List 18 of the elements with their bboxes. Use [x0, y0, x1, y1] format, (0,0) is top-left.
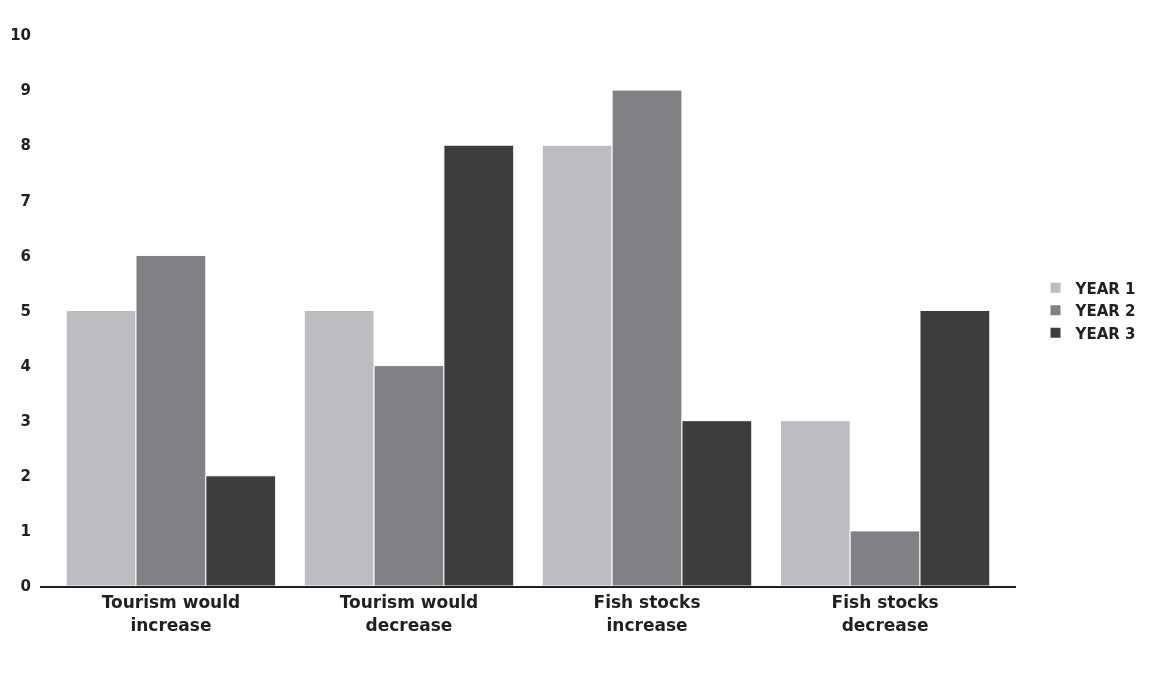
y-tick-label: 3	[20, 411, 31, 430]
y-tick-label: 0	[20, 577, 31, 596]
x-tick-label: Fish stocks decrease	[831, 592, 939, 635]
y-tick-label: 10	[10, 26, 31, 45]
x-tick-label: Tourism would increase	[101, 592, 241, 635]
x-tick-label: Tourism would decrease	[339, 592, 479, 635]
y-tick-label: 6	[20, 246, 31, 265]
x-tick-label: Fish stocks increase	[593, 592, 701, 635]
y-tick-label: 4	[20, 356, 31, 375]
y-tick-label: 9	[20, 81, 31, 100]
y-tick-label: 1	[20, 522, 31, 541]
y-tick-label: 5	[20, 301, 31, 320]
legend-label: YEAR 3	[1074, 324, 1136, 343]
y-tick-label: 8	[20, 136, 31, 155]
y-tick-label: 7	[20, 191, 31, 210]
legend-label: YEAR 1	[1074, 279, 1136, 298]
legend-label: YEAR 2	[1074, 302, 1136, 321]
y-tick-label: 2	[20, 467, 31, 486]
